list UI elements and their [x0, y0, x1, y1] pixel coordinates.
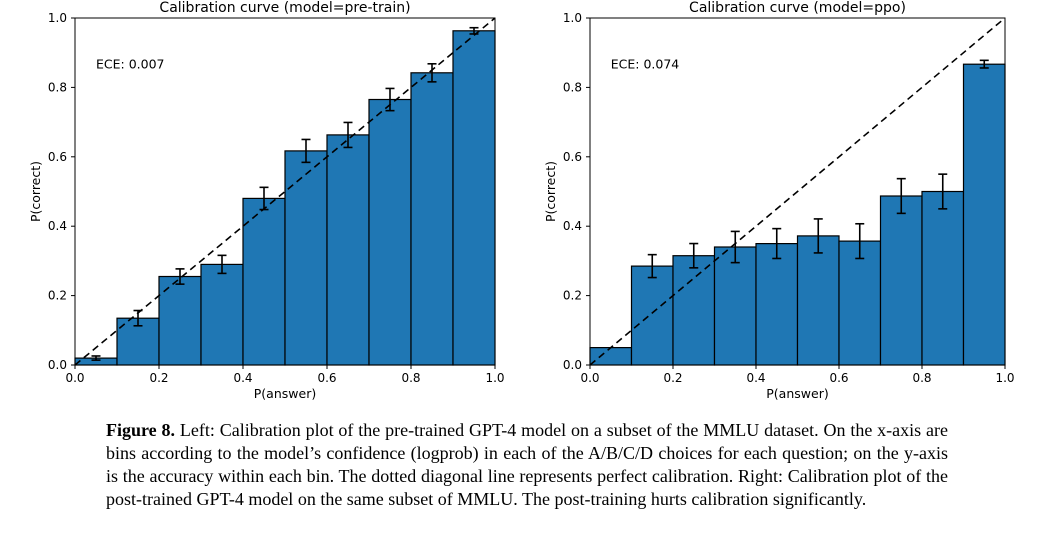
- perfect-calibration-line: [589, 17, 1006, 366]
- bar: [410, 72, 454, 366]
- y-tick-label: 0.6: [563, 150, 582, 164]
- chart-pretrain: 0.0 0.2 0.4 0.6 0.8 1.0 0.0 0.2 0.4 0.6 0.8 1.0 Cali…: [28, 0, 505, 401]
- tick-labels: 0.0 0.2 0.4 0.6 0.8 1.0 0.0 0.2 0.4 0.6 0.8 1.0: [48, 11, 505, 385]
- tick-labels: 0.0 0.2 0.4 0.6 0.8 1.0 0.0 0.2 0.4 0.6 0.8 1.0: [563, 11, 1015, 385]
- y-tick-label: 0.6: [48, 150, 67, 164]
- x-tick-label: 0.4: [746, 371, 765, 385]
- y-axis-label: P(correct): [28, 161, 43, 222]
- bar: [368, 98, 412, 366]
- x-axis-label: P(answer): [254, 386, 316, 401]
- histogram-bars: [589, 63, 1006, 366]
- x-axis-label: P(answer): [766, 386, 828, 401]
- chart-title: Calibration curve (model=ppo): [689, 0, 906, 16]
- y-tick-label: 0.0: [48, 358, 67, 372]
- x-tick-label: 1.0: [995, 371, 1014, 385]
- bar: [838, 240, 882, 366]
- x-tick-label: 0.4: [233, 371, 252, 385]
- y-tick-label: 0.8: [563, 80, 582, 94]
- x-tick-label: 0.2: [663, 371, 682, 385]
- y-tick-label: 0.4: [48, 219, 67, 233]
- bar: [921, 190, 965, 366]
- ece-annotation: ECE: 0.074: [611, 56, 680, 71]
- axis-ticks: [71, 17, 496, 369]
- y-axis-label: P(correct): [543, 161, 558, 222]
- bar: [200, 263, 244, 366]
- y-tick-label: 0.2: [48, 289, 67, 303]
- bar: [879, 195, 923, 366]
- bar: [284, 150, 328, 366]
- y-tick-label: 0.0: [563, 358, 582, 372]
- bar: [452, 30, 496, 366]
- x-tick-label: 0.8: [912, 371, 931, 385]
- x-tick-label: 0.6: [317, 371, 336, 385]
- ece-annotation: ECE: 0.007: [96, 56, 165, 71]
- x-tick-label: 0.0: [580, 371, 599, 385]
- x-tick-label: 0.0: [65, 371, 84, 385]
- figure-caption-label: Figure 8.: [106, 420, 176, 440]
- x-tick-label: 0.8: [401, 371, 420, 385]
- y-tick-label: 0.2: [563, 289, 582, 303]
- y-tick-label: 1.0: [563, 11, 582, 25]
- bar: [630, 265, 674, 366]
- y-tick-label: 0.4: [563, 219, 582, 233]
- error-bars: [647, 59, 989, 279]
- perfect-calibration-line: [74, 17, 496, 366]
- y-tick-label: 0.8: [48, 80, 67, 94]
- x-tick-label: 1.0: [485, 371, 504, 385]
- axes-frame: [589, 17, 1006, 366]
- error-bars: [91, 26, 479, 361]
- figure-caption: Figure 8. Left: Calibration plot of the …: [106, 419, 948, 511]
- calibration-charts-canvas: 0.0 0.2 0.4 0.6 0.8 1.0 0.0 0.2 0.4 0.6 0.8 1.0 Cali…: [28, 0, 1015, 401]
- chart-ppo: 0.0 0.2 0.4 0.6 0.8 1.0 0.0 0.2 0.4 0.6 0.8 1.0 Cali…: [543, 0, 1015, 401]
- figure-caption-text: Left: Calibration plot of the pre-traine…: [106, 420, 948, 509]
- bar: [326, 134, 370, 366]
- x-tick-label: 0.6: [829, 371, 848, 385]
- bar: [962, 63, 1006, 366]
- bar: [755, 243, 799, 366]
- axes-frame: [74, 17, 496, 366]
- x-tick-label: 0.2: [149, 371, 168, 385]
- chart-title: Calibration curve (model=pre-train): [159, 0, 410, 16]
- bar: [589, 347, 633, 366]
- bar: [796, 235, 840, 366]
- axis-ticks: [586, 17, 1006, 369]
- bar: [713, 246, 757, 366]
- y-tick-label: 1.0: [48, 11, 67, 25]
- bar: [672, 255, 716, 366]
- bar: [242, 197, 286, 366]
